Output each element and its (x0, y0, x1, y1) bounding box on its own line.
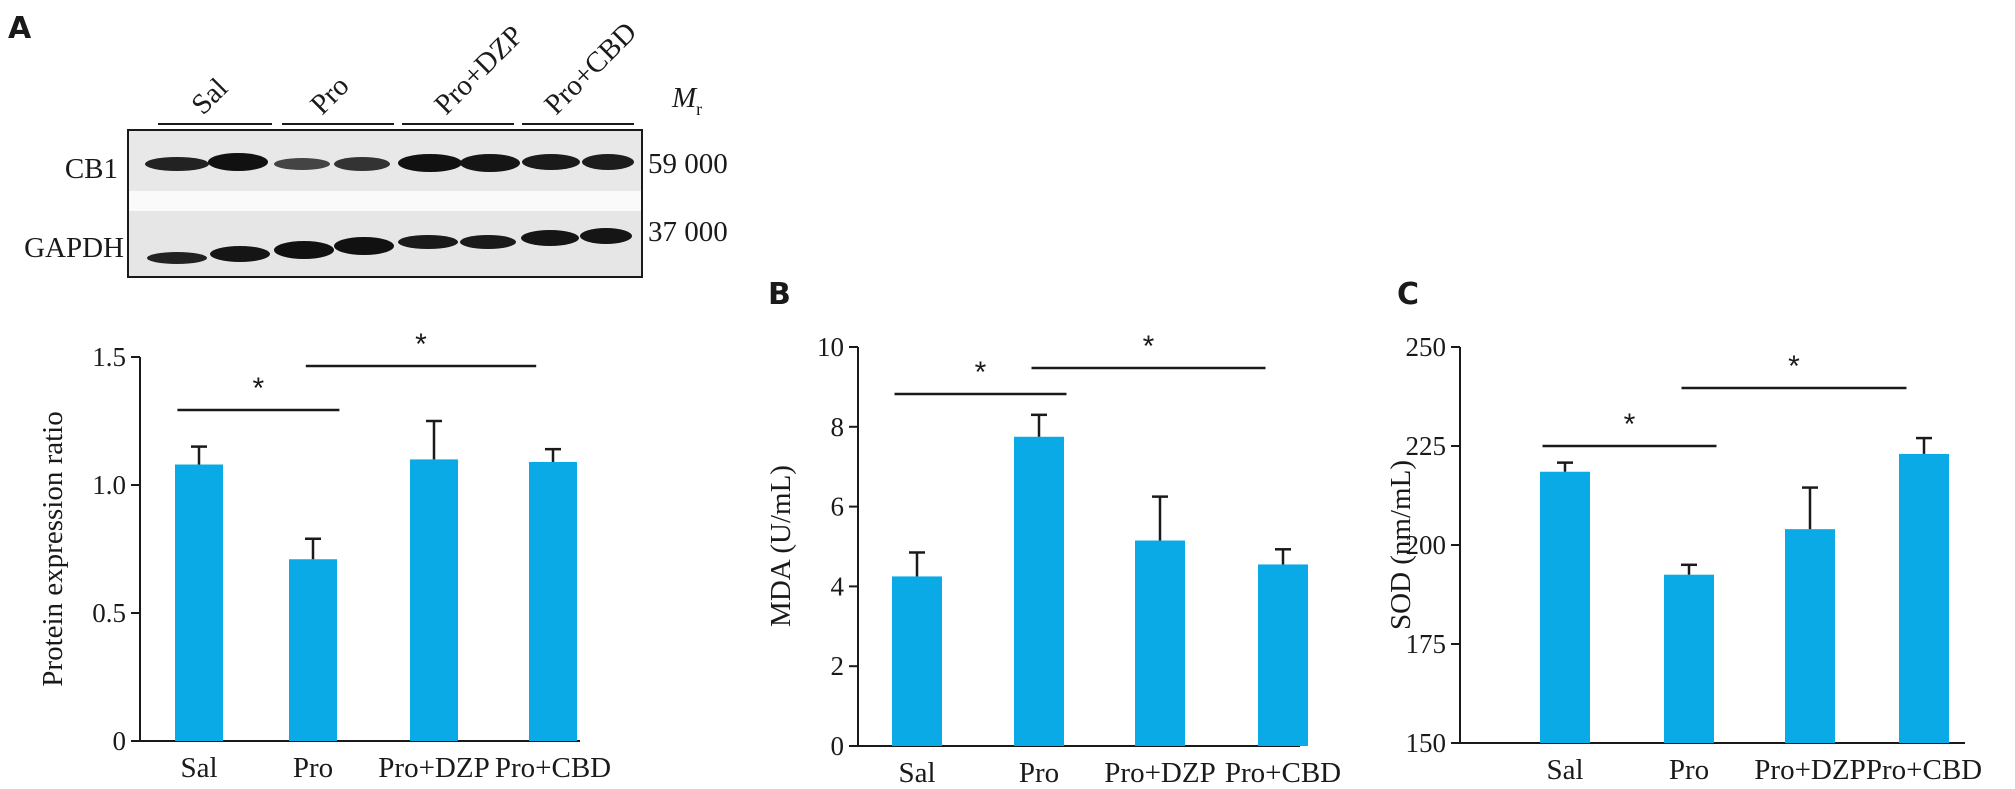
cb1-band (460, 154, 520, 172)
y-axis-title: SOD (nm/mL) (1385, 460, 1417, 630)
significance-star: * (1788, 350, 1800, 383)
significance-star: * (1143, 330, 1155, 363)
blot-row-label-gapdh: GAPDH (24, 232, 124, 264)
mda-chart: 0 2 4 6 8 10 MDA (U/mL) Sal Pro Pro+DZP Pro+CBD * * (765, 330, 1341, 789)
y-tick-label: 1.0 (92, 470, 126, 500)
bar (1258, 564, 1308, 746)
y-tick-label: 0 (113, 726, 127, 756)
x-category-label: Pro+CBD (1225, 757, 1341, 789)
cb1-band (582, 154, 634, 170)
gapdh-band (210, 246, 270, 262)
significance-star: * (253, 372, 265, 405)
mass-label-gapdh: 37 000 (648, 216, 728, 248)
sod-chart: 150 175 200 225 250 SOD (nm/mL) Sal Pro Pro+DZP P… (1385, 332, 1982, 786)
lane-label-pro: Pro (304, 70, 355, 121)
cb1-band (208, 153, 268, 171)
panel-b-letter: B (768, 277, 791, 312)
bar (1014, 436, 1064, 746)
gapdh-band (460, 235, 516, 249)
gapdh-band (398, 235, 458, 249)
y-tick-label: 6 (831, 492, 845, 522)
panel-a-letter: A (8, 11, 32, 46)
x-category-label: Sal (898, 757, 935, 789)
y-tick-label: 2 (831, 651, 845, 681)
mass-label-cb1: 59 000 (648, 148, 728, 180)
y-tick-label: 8 (831, 412, 845, 442)
blot-separator (129, 191, 641, 211)
cb1-band (334, 157, 390, 171)
x-category-label: Pro+DZP (1104, 757, 1215, 789)
cb1-band (145, 157, 209, 171)
x-category-label: Sal (180, 752, 217, 784)
significance-star: * (1624, 408, 1636, 441)
gapdh-band (580, 228, 632, 244)
bar (175, 464, 223, 741)
x-category-label: Pro (1669, 754, 1709, 786)
panel-c-letter: C (1397, 277, 1419, 312)
lane-label-pro-cbd: Pro+CBD (538, 16, 643, 121)
bar (1664, 574, 1714, 743)
protein-expression-chart: 0 0.5 1.0 1.5 Protein expression ratio Sal Pro… (37, 328, 611, 784)
lane-label-pro-dzp: Pro+DZP (428, 20, 529, 121)
y-axis-title: Protein expression ratio (37, 411, 69, 686)
significance-star: * (415, 328, 427, 361)
gapdh-band (521, 230, 579, 246)
cb1-band (398, 154, 462, 172)
y-tick-label: 0 (831, 731, 845, 761)
x-category-label: Pro+DZP (378, 752, 489, 784)
bar (1135, 540, 1185, 746)
mr-label: Mr (671, 82, 702, 119)
y-tick-label: 4 (831, 571, 845, 601)
y-tick-label: 10 (817, 332, 844, 362)
bar (1540, 471, 1590, 743)
y-tick-label: 0.5 (92, 598, 126, 628)
western-blot: Sal Pro Pro+DZP Pro+CBD Mr CB1 (24, 16, 728, 278)
x-category-label: Pro+CBD (495, 752, 611, 784)
significance-star: * (975, 356, 987, 389)
x-category-label: Pro (1019, 757, 1059, 789)
bar (410, 459, 458, 741)
gapdh-band (147, 252, 207, 264)
y-tick-label: 200 (1406, 530, 1447, 560)
x-category-label: Pro (293, 752, 333, 784)
gapdh-band (334, 237, 394, 255)
y-axis-title: MDA (U/mL) (765, 465, 797, 627)
bar (529, 461, 577, 741)
y-tick-label: 225 (1406, 431, 1447, 461)
cb1-band (274, 158, 330, 170)
y-tick-label: 175 (1406, 629, 1447, 659)
y-tick-label: 250 (1406, 332, 1447, 362)
x-category-label: Pro+DZP (1754, 754, 1865, 786)
gapdh-band (274, 241, 334, 259)
lane-label-sal: Sal (185, 72, 234, 121)
y-tick-label: 150 (1406, 728, 1447, 758)
cb1-band (522, 154, 580, 170)
x-category-label: Sal (1546, 754, 1583, 786)
x-category-label: Pro+CBD (1866, 754, 1982, 786)
blot-row-label-cb1: CB1 (65, 153, 118, 185)
bar (289, 559, 337, 741)
y-tick-label: 1.5 (92, 342, 126, 372)
bar (1785, 529, 1835, 743)
bar (892, 576, 942, 746)
bar (1899, 453, 1949, 743)
